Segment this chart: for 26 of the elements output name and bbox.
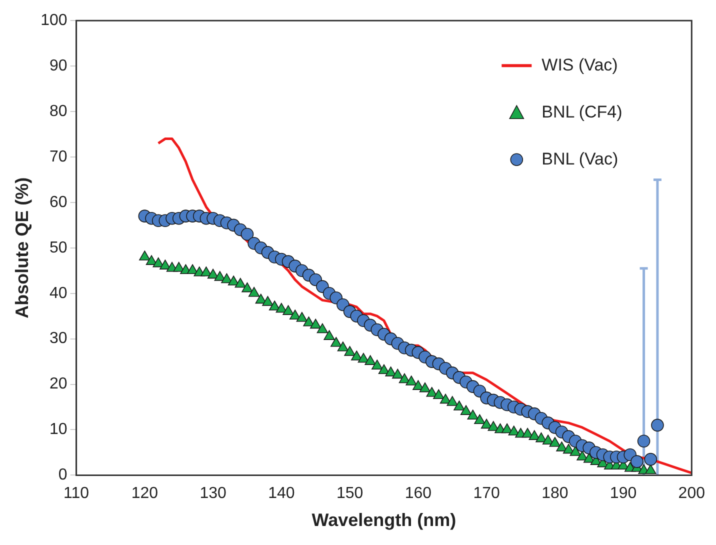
y-tick-label: 30: [50, 330, 68, 348]
x-tick-label: 110: [64, 485, 90, 502]
legend-label: WIS (Vac): [542, 55, 618, 74]
y-tick-label: 70: [50, 148, 68, 166]
y-tick-label: 80: [50, 102, 68, 120]
x-tick-label: 150: [336, 485, 364, 502]
y-tick-label: 0: [58, 466, 68, 484]
y-tick-label: 100: [40, 12, 68, 30]
y-tick-label: 40: [50, 284, 68, 302]
x-tick-label: 160: [404, 485, 432, 502]
y-axis-title: Absolute QE (%): [12, 177, 32, 318]
x-tick-label: 170: [473, 485, 500, 502]
y-tick-label: 90: [50, 57, 68, 74]
x-tick-label: 140: [268, 485, 295, 502]
x-tick-label: 190: [610, 485, 637, 502]
y-tick-label: 20: [50, 376, 68, 393]
legend-label: BNL (Vac): [542, 149, 618, 168]
x-tick-label: 120: [131, 485, 158, 502]
y-tick-label: 60: [50, 194, 68, 211]
x-tick-label: 180: [542, 485, 568, 502]
y-tick-label: 50: [50, 239, 68, 256]
x-tick-label: 200: [678, 485, 706, 502]
x-axis-title: Wavelength (nm): [312, 510, 456, 530]
legend-label: BNL (CF4): [542, 102, 622, 122]
y-tick-label: 10: [50, 421, 68, 438]
x-tick-label: 130: [200, 485, 226, 502]
